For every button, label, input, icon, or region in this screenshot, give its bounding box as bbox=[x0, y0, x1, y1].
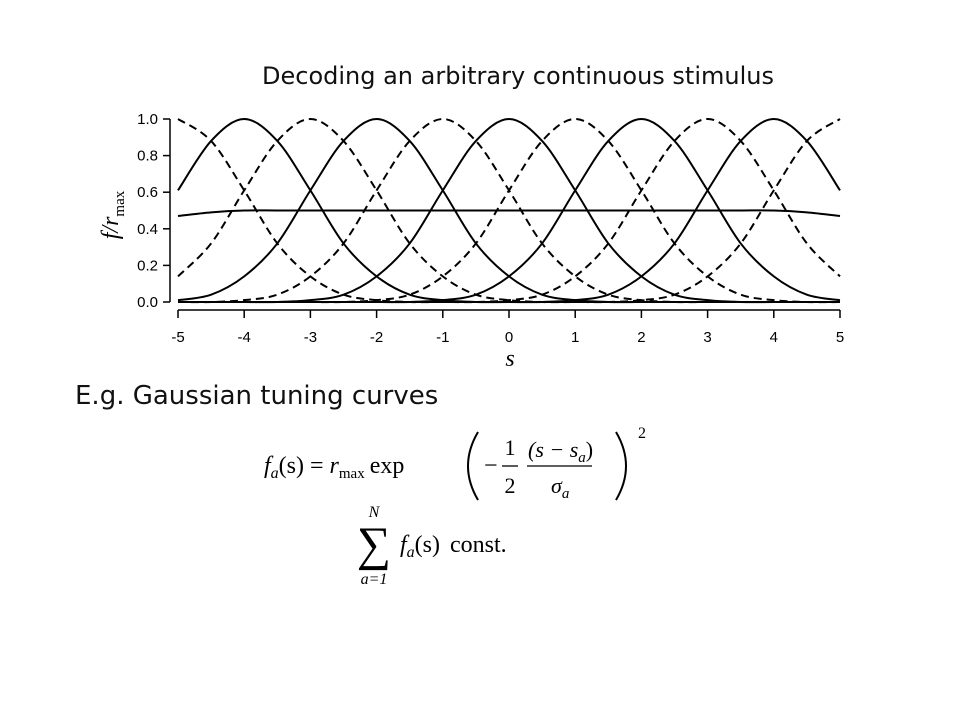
y-tick-label: 0.8 bbox=[137, 148, 158, 165]
x-tick-label: 4 bbox=[770, 329, 778, 346]
y-tick-label: 0.4 bbox=[137, 221, 158, 238]
formula-1: fa(s) = rmax exp − 1 2 (s − sa) σa 2 bbox=[264, 425, 646, 502]
frac-num: (s − sa) bbox=[528, 437, 593, 466]
caption: E.g. Gaussian tuning curves bbox=[75, 381, 438, 411]
f-sub: a bbox=[407, 544, 415, 561]
x-tick-label: -5 bbox=[171, 329, 184, 346]
tuning-curve bbox=[177, 209, 841, 217]
chart-title: Decoding an arbitrary continuous stimulu… bbox=[262, 62, 774, 90]
power: 2 bbox=[638, 425, 646, 442]
x-tick-label: 5 bbox=[836, 329, 844, 346]
f-sub: a bbox=[271, 465, 279, 482]
tuning-curve bbox=[178, 118, 841, 304]
y-tick-label: 0.0 bbox=[137, 294, 158, 311]
frac-num-sub: a bbox=[578, 450, 586, 466]
sum-bottom: a=1 bbox=[361, 571, 388, 588]
sigma-sub: a bbox=[562, 486, 570, 502]
formula-lhs: fa(s) = rmax exp bbox=[264, 453, 404, 482]
x-tick-label: 0 bbox=[505, 329, 513, 346]
y-label-sub: max bbox=[112, 190, 128, 216]
sum-body: fa(s) const. bbox=[400, 532, 507, 561]
args: (s) = bbox=[279, 453, 324, 479]
y-tick-label: 0.6 bbox=[137, 184, 158, 201]
sigma: σ bbox=[551, 473, 563, 498]
y-tick-label: 1.0 bbox=[137, 111, 158, 128]
sum: ∑ bbox=[357, 518, 391, 571]
x-tick-label: -1 bbox=[436, 329, 449, 346]
frac-num-close: ) bbox=[586, 437, 593, 462]
f: f bbox=[264, 453, 274, 479]
r-sub: max bbox=[339, 466, 365, 482]
y-label-main: f/r bbox=[98, 216, 124, 239]
tuning-curve bbox=[177, 117, 840, 304]
x-tick-label: -2 bbox=[370, 329, 383, 346]
x-tick-label: -4 bbox=[238, 329, 251, 346]
exp: exp bbox=[370, 453, 405, 479]
x-tick-label: 3 bbox=[703, 329, 711, 346]
y-axis-label: f/rmax bbox=[98, 190, 128, 239]
minus: − bbox=[484, 453, 498, 479]
x-tick-label: 1 bbox=[571, 329, 579, 346]
sum-top: N bbox=[368, 504, 381, 521]
x-axis-label: s bbox=[505, 346, 514, 372]
den: 2 bbox=[505, 473, 516, 498]
r: r bbox=[330, 453, 340, 479]
args: (s) bbox=[415, 532, 440, 558]
tuning-curve bbox=[177, 118, 840, 304]
frac-den: σa bbox=[551, 473, 569, 502]
x-tick-label: -3 bbox=[304, 329, 317, 346]
frac-num-text: (s − s bbox=[528, 437, 578, 462]
f: f bbox=[400, 532, 410, 558]
num: 1 bbox=[505, 435, 516, 460]
y-tick-label: 0.2 bbox=[137, 257, 158, 274]
paren-close bbox=[615, 431, 627, 501]
plot: 0.0 0.2 0.4 0.6 0.8 1.0 -5 -4 -3 -2 -1 0 1 2 3 4 5 bbox=[137, 111, 844, 346]
x-tick-label: 2 bbox=[637, 329, 645, 346]
const: const. bbox=[450, 532, 507, 558]
formula-2: N ∑ a=1 fa(s) const. bbox=[357, 504, 507, 588]
paren-open bbox=[467, 431, 479, 501]
